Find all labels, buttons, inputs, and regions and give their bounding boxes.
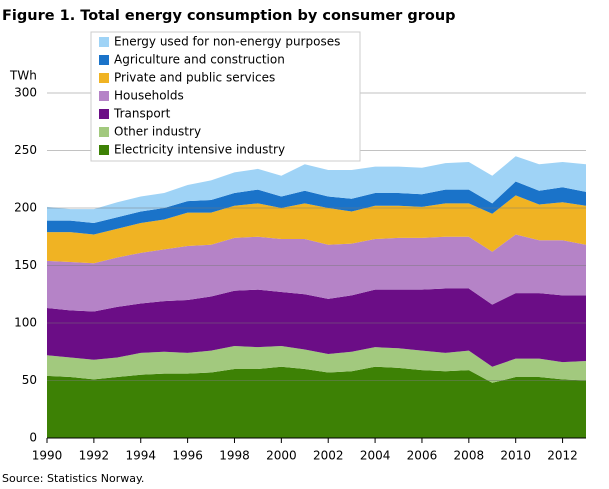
legend-swatch — [99, 145, 109, 155]
x-tick-label: 1996 — [172, 449, 203, 463]
legend-swatch — [99, 73, 109, 83]
x-tick-label: 1990 — [32, 449, 63, 463]
legend-swatch — [99, 127, 109, 137]
legend-box — [90, 31, 361, 162]
area — [47, 234, 586, 312]
legend-label: Households — [114, 89, 184, 103]
y-tick-label: 100 — [14, 316, 37, 330]
legend-label: Energy used for non-energy purposes — [114, 35, 340, 49]
x-tick-label: 2012 — [547, 449, 578, 463]
legend-swatch — [99, 109, 109, 119]
x-tick-label: 2006 — [407, 449, 438, 463]
y-tick-label: 0 — [29, 431, 37, 445]
source: Source: Statistics Norway. — [2, 472, 144, 485]
x-tick-label: 2002 — [313, 449, 344, 463]
area — [47, 195, 586, 264]
area — [47, 366, 586, 438]
legend-label: Electricity intensive industry — [114, 143, 285, 157]
area — [47, 181, 586, 235]
x-tick-label: 2004 — [360, 449, 391, 463]
legend-label: Agriculture and construction — [114, 53, 285, 67]
y-tick-label: 50 — [22, 373, 37, 387]
area — [47, 156, 586, 223]
chart-title: Figure 1. Total energy consumption by co… — [2, 8, 456, 24]
x-tick-label: 2008 — [454, 449, 485, 463]
legend-label: Other industry — [114, 125, 201, 139]
legend-label: Transport — [113, 107, 171, 121]
y-tick-label: 150 — [14, 258, 37, 272]
legend-swatch — [99, 37, 109, 47]
legend-label: Private and public services — [114, 71, 275, 85]
x-tick-label: 1992 — [79, 449, 110, 463]
area — [47, 346, 586, 383]
y-tick-label: 300 — [14, 86, 37, 100]
legend-swatch — [99, 91, 109, 101]
areas — [47, 156, 586, 438]
y-axis-label: TWh — [9, 69, 37, 83]
legend: Energy used for non-energy purposes Agric… — [90, 31, 361, 162]
x-tick-label: 2010 — [500, 449, 531, 463]
x-tick-label: 1998 — [219, 449, 250, 463]
x-tick-label: 2000 — [266, 449, 297, 463]
y-tick-label: 250 — [14, 143, 37, 157]
y-tick-label: 200 — [14, 201, 37, 215]
legend-swatch — [99, 55, 109, 65]
area — [47, 288, 586, 367]
x-tick-label: 1994 — [125, 449, 156, 463]
